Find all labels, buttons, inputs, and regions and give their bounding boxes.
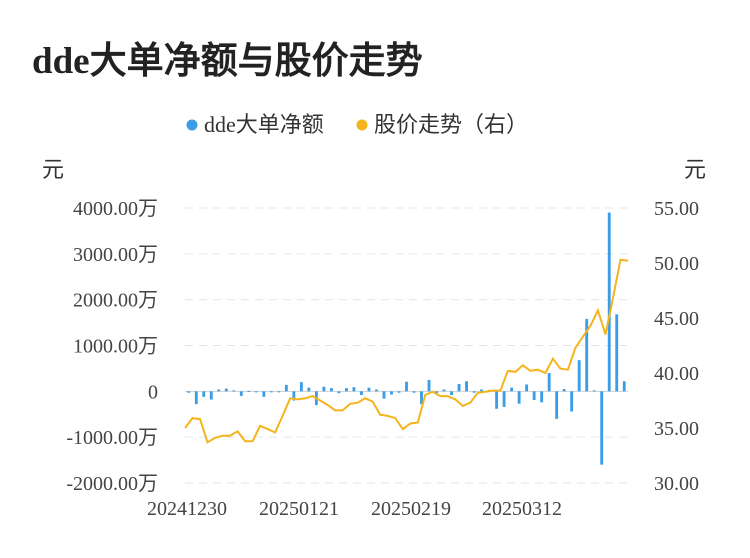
dde-bar[interactable] (480, 389, 484, 392)
dde-bar[interactable] (510, 387, 514, 392)
dde-bar[interactable] (269, 391, 273, 393)
left-tick-label: 1000.00万 (73, 336, 158, 358)
dde-bar[interactable] (577, 360, 581, 392)
dde-bar[interactable] (435, 391, 438, 394)
dde-bar[interactable] (420, 391, 423, 405)
dde-bar[interactable] (615, 314, 619, 392)
dde-bar[interactable] (390, 391, 393, 395)
dde-bar[interactable] (622, 381, 626, 392)
dde-bar[interactable] (375, 389, 378, 392)
dde-bar[interactable] (352, 387, 356, 392)
right-tick-label: 45.00 (654, 308, 699, 330)
dde-bar[interactable] (194, 391, 198, 405)
right-axis-ticks: 55.00 50.00 45.00 40.00 35.00 30.00 (654, 198, 699, 495)
dde-bar[interactable] (570, 391, 574, 412)
legend-dde-marker (186, 119, 198, 131)
right-tick-label: 40.00 (654, 363, 699, 385)
dde-bar[interactable] (562, 389, 566, 392)
legend-dde-label[interactable]: dde大单净额 (204, 112, 324, 137)
left-tick-label: 2000.00万 (73, 290, 158, 312)
dde-bar[interactable] (495, 391, 499, 409)
dde-bar[interactable] (472, 391, 476, 393)
legend-price-label[interactable]: 股价走势（右） (374, 112, 528, 137)
dde-bar[interactable] (299, 382, 303, 392)
dde-bar[interactable] (547, 373, 551, 392)
dde-bar[interactable] (329, 388, 333, 392)
x-axis-ticks: 20241230 20250121 20250219 20250312 (147, 498, 562, 520)
left-tick-label: 4000.00万 (73, 198, 158, 220)
left-tick-label: -1000.00万 (66, 427, 158, 449)
dde-bar[interactable] (224, 388, 228, 392)
dde-bar[interactable] (397, 391, 401, 393)
dde-bar[interactable] (525, 384, 529, 392)
dde-bar[interactable] (367, 387, 371, 392)
dde-bar[interactable] (209, 391, 213, 400)
x-tick-label: 20250312 (482, 498, 562, 520)
grid (185, 207, 628, 484)
chart-title: dde大单净额与股价走势 (32, 41, 423, 82)
right-axis-unit: 元 (684, 157, 706, 182)
dde-bar[interactable] (217, 389, 221, 392)
dde-bar[interactable] (360, 391, 363, 395)
dde-bar[interactable] (405, 381, 408, 392)
left-tick-label: 3000.00万 (73, 244, 158, 266)
left-axis-ticks: 4000.00万 3000.00万 2000.00万 1000.00万 0 -1000.0… (66, 198, 158, 495)
right-tick-label: 50.00 (654, 253, 699, 275)
dde-bar[interactable] (502, 391, 506, 407)
x-tick-label: 20250121 (259, 498, 339, 520)
dde-bar[interactable] (532, 391, 536, 401)
right-tick-label: 55.00 (654, 198, 699, 220)
dde-bar[interactable] (592, 390, 596, 392)
dde-bar[interactable] (450, 391, 453, 395)
dde-bar[interactable] (322, 386, 326, 392)
dde-bar[interactable] (277, 391, 281, 393)
dde-bar[interactable] (187, 391, 191, 393)
dde-bar[interactable] (337, 391, 341, 394)
dde-bar[interactable] (232, 390, 236, 392)
dde-bar[interactable] (412, 391, 416, 393)
dde-bar[interactable] (284, 384, 288, 392)
dde-bar[interactable] (465, 381, 468, 392)
x-tick-label: 20241230 (147, 498, 227, 520)
dde-bar[interactable] (262, 391, 266, 397)
dde-bar[interactable] (540, 391, 544, 403)
dde-bar[interactable] (345, 388, 348, 392)
left-axis-unit: 元 (42, 157, 64, 182)
dde-bar[interactable] (292, 391, 296, 401)
dde-bar[interactable] (517, 391, 521, 404)
dde-bar[interactable] (247, 390, 251, 392)
left-tick-label: 0 (148, 381, 158, 403)
dde-bar[interactable] (555, 391, 559, 419)
dde-bar[interactable] (382, 391, 386, 399)
dde-bar[interactable] (442, 389, 446, 392)
price-line (184, 258, 629, 444)
left-tick-label: -2000.00万 (66, 473, 158, 495)
dde-bar[interactable] (427, 379, 431, 392)
right-tick-label: 35.00 (654, 418, 699, 440)
dde-bar[interactable] (202, 391, 206, 397)
dde-bar[interactable] (600, 391, 604, 465)
dde-bar[interactable] (307, 387, 311, 392)
dde-bar[interactable] (585, 318, 589, 392)
dde-bar[interactable] (457, 384, 461, 392)
x-tick-label: 20250219 (371, 498, 451, 520)
dde-bar[interactable] (254, 391, 258, 393)
legend-price-marker (356, 119, 368, 131)
right-tick-label: 30.00 (654, 473, 699, 495)
dde-bar[interactable] (607, 212, 611, 392)
legend: dde大单净额 股价走势（右） (186, 112, 528, 137)
dde-bar[interactable] (239, 391, 243, 396)
